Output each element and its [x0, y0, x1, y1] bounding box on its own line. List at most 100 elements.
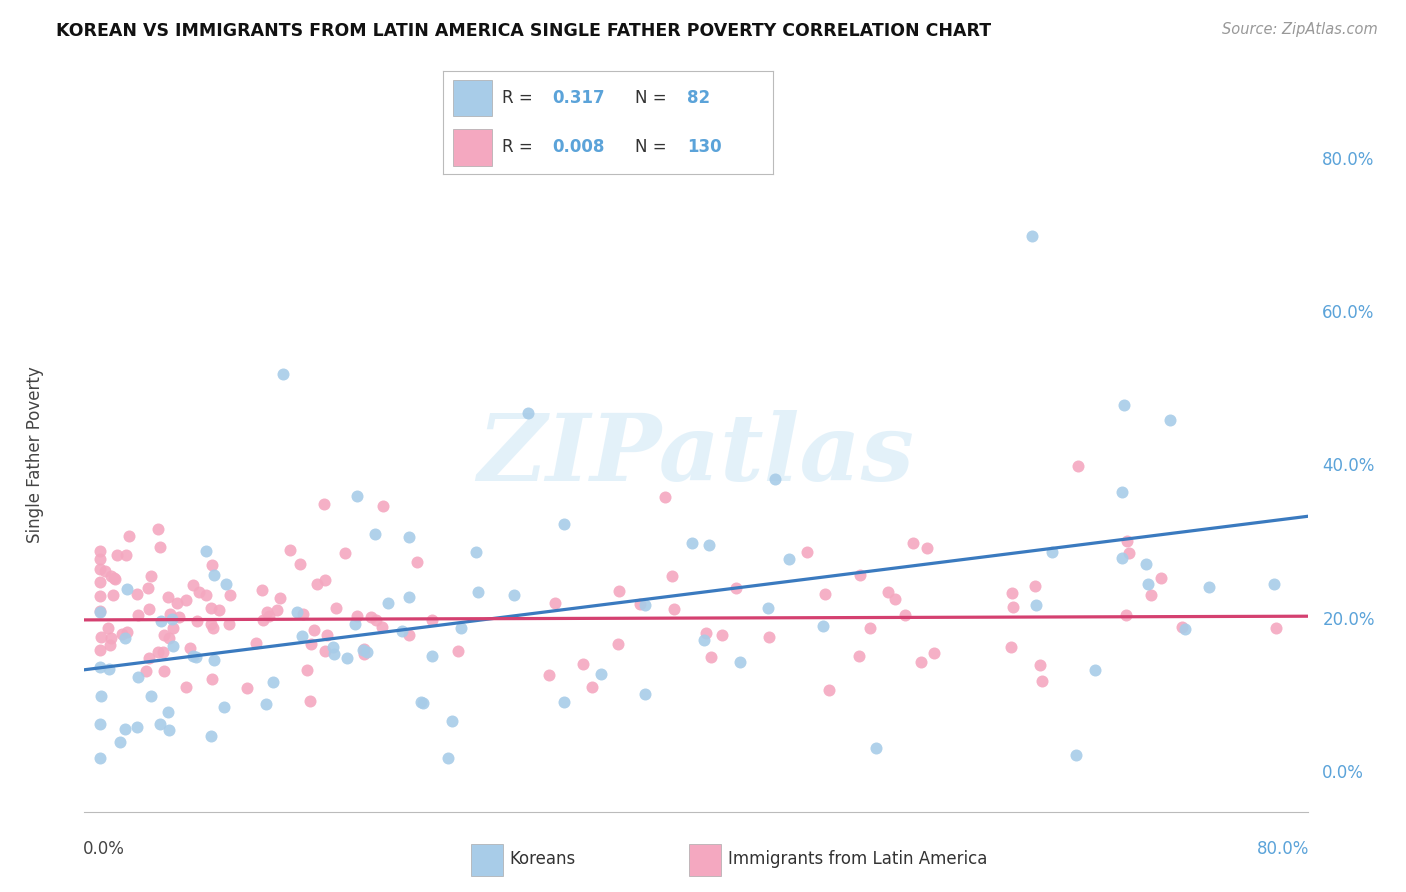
- Point: [848, 649, 870, 664]
- Point: [302, 624, 325, 638]
- Point: [322, 640, 344, 654]
- Point: [1021, 229, 1043, 244]
- Point: [1135, 558, 1157, 572]
- Text: N =: N =: [634, 138, 672, 156]
- Point: [859, 621, 882, 635]
- Point: [654, 490, 676, 504]
- Point: [437, 751, 460, 765]
- Point: [1040, 545, 1063, 559]
- Point: [159, 607, 181, 622]
- Point: [849, 568, 872, 582]
- Point: [1174, 622, 1197, 636]
- Point: [634, 687, 657, 701]
- Point: [257, 609, 280, 624]
- Point: [516, 406, 538, 420]
- Point: [662, 602, 685, 616]
- Point: [115, 548, 138, 562]
- Point: [90, 689, 112, 703]
- Point: [149, 717, 172, 731]
- Point: [89, 551, 111, 566]
- Point: [114, 631, 136, 645]
- Point: [105, 549, 128, 563]
- Text: 80.0%: 80.0%: [1322, 151, 1375, 169]
- Point: [1025, 598, 1047, 612]
- Point: [589, 667, 612, 681]
- Text: Single Father Poverty: Single Father Poverty: [27, 367, 45, 543]
- Point: [1137, 577, 1160, 591]
- Point: [100, 569, 122, 583]
- Point: [1114, 398, 1136, 412]
- Point: [174, 592, 197, 607]
- Point: [1031, 674, 1053, 689]
- Point: [1084, 663, 1107, 677]
- Point: [910, 655, 932, 669]
- Point: [149, 541, 172, 555]
- Point: [336, 651, 359, 665]
- Point: [94, 564, 117, 578]
- Point: [235, 681, 257, 696]
- Point: [98, 638, 121, 652]
- Point: [366, 614, 388, 628]
- Point: [245, 636, 267, 650]
- Point: [884, 592, 907, 607]
- Point: [89, 660, 111, 674]
- Point: [398, 530, 420, 544]
- Point: [208, 603, 231, 617]
- Point: [634, 599, 657, 613]
- Text: N =: N =: [634, 89, 672, 107]
- Text: Immigrants from Latin America: Immigrants from Latin America: [728, 849, 987, 868]
- Point: [538, 668, 561, 682]
- Point: [581, 680, 603, 694]
- Text: ZIPatlas: ZIPatlas: [478, 410, 914, 500]
- Point: [89, 716, 111, 731]
- Point: [138, 651, 160, 665]
- Point: [681, 535, 703, 549]
- Point: [89, 544, 111, 558]
- Point: [103, 588, 125, 602]
- Text: 80.0%: 80.0%: [1257, 840, 1309, 858]
- Point: [160, 612, 183, 626]
- Point: [89, 589, 111, 603]
- Point: [181, 578, 204, 592]
- Point: [104, 572, 127, 586]
- Point: [346, 608, 368, 623]
- Point: [572, 657, 595, 672]
- Text: R =: R =: [502, 138, 538, 156]
- Point: [1115, 607, 1137, 622]
- Point: [728, 656, 751, 670]
- Point: [1116, 533, 1139, 548]
- Point: [148, 523, 170, 537]
- Text: 40.0%: 40.0%: [1322, 458, 1375, 475]
- Point: [1159, 413, 1181, 427]
- Point: [252, 613, 274, 627]
- Point: [127, 608, 149, 623]
- Point: [295, 663, 318, 677]
- FancyBboxPatch shape: [471, 844, 503, 876]
- Point: [291, 607, 314, 621]
- Point: [697, 538, 720, 552]
- Point: [360, 610, 382, 624]
- Text: 20.0%: 20.0%: [1322, 611, 1375, 629]
- Point: [811, 619, 834, 633]
- Point: [103, 571, 125, 585]
- Point: [135, 665, 157, 679]
- Text: KOREAN VS IMMIGRANTS FROM LATIN AMERICA SINGLE FATHER POVERTY CORRELATION CHART: KOREAN VS IMMIGRANTS FROM LATIN AMERICA …: [56, 22, 991, 40]
- Point: [152, 645, 174, 659]
- Point: [796, 545, 818, 559]
- Point: [711, 628, 734, 642]
- Point: [1000, 640, 1022, 654]
- Point: [607, 583, 630, 598]
- Point: [157, 631, 180, 645]
- Point: [153, 628, 176, 642]
- Point: [114, 722, 136, 736]
- Point: [89, 562, 111, 576]
- Point: [353, 647, 375, 661]
- Point: [181, 649, 204, 664]
- Point: [758, 630, 780, 644]
- Text: 0.0%: 0.0%: [1322, 764, 1364, 782]
- Point: [194, 588, 217, 602]
- Point: [312, 497, 335, 511]
- Text: 82: 82: [688, 89, 710, 107]
- Point: [153, 664, 176, 678]
- Point: [162, 621, 184, 635]
